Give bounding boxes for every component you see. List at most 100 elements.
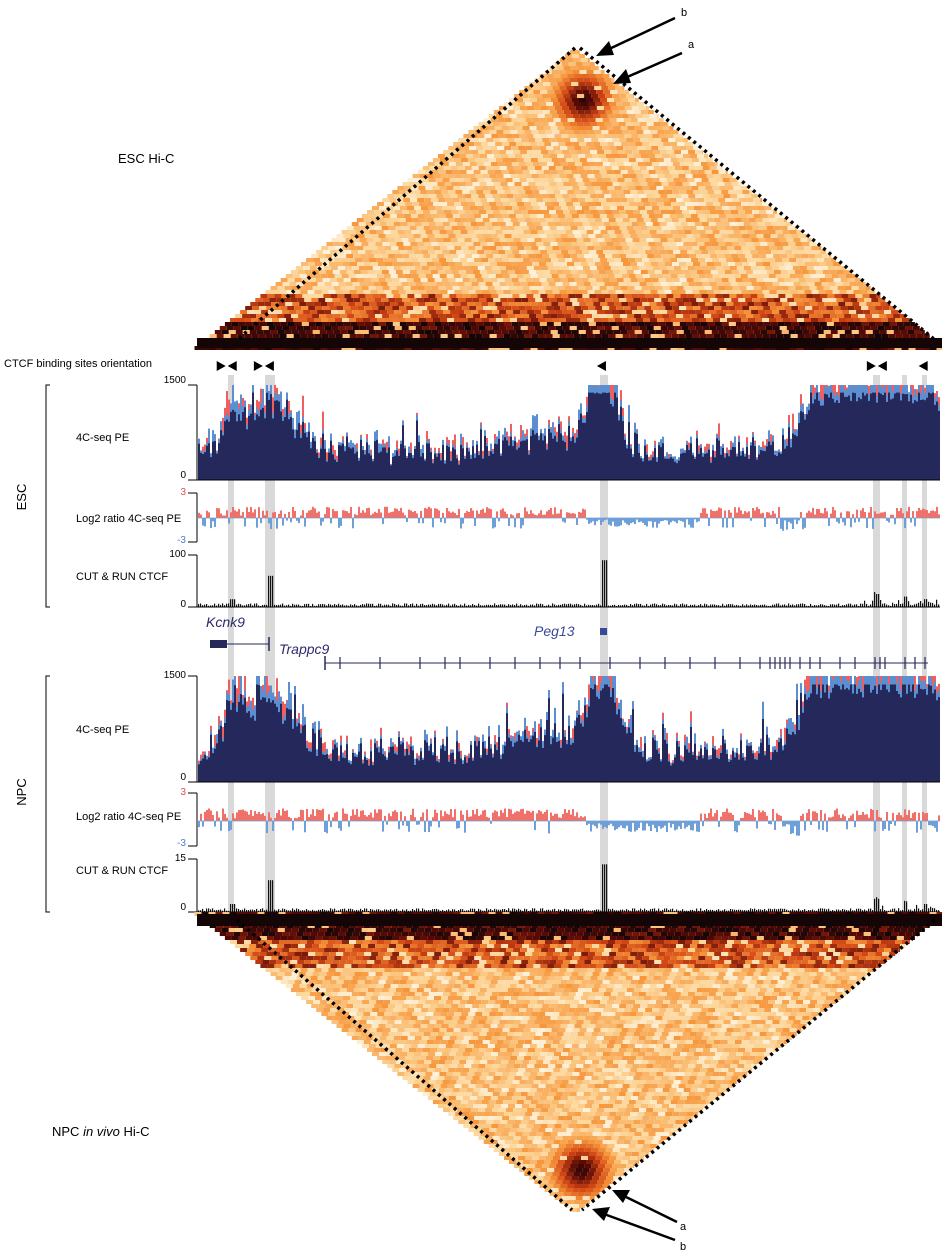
- hic-cell: [374, 298, 382, 302]
- hic-cell: [687, 294, 695, 298]
- hic-cell: [589, 294, 597, 298]
- hic-cell: [563, 138, 571, 142]
- hic-cell: [572, 158, 580, 162]
- hic-cell: [655, 154, 662, 158]
- hic-cell: [502, 258, 510, 262]
- hic-cell: [487, 198, 495, 202]
- hic-cell: [671, 174, 679, 178]
- hic-cell: [356, 318, 363, 322]
- hic-cell: [265, 334, 273, 338]
- track-bar-navy: [384, 447, 386, 480]
- hic-cell: [277, 286, 285, 290]
- hic-cell: [476, 162, 484, 166]
- hic-cell: [484, 222, 492, 226]
- track-bar-navy: [238, 414, 240, 480]
- hic-cell: [670, 158, 678, 162]
- hic-cell: [524, 318, 531, 322]
- hic-cell: [587, 174, 595, 178]
- hic-cell: [607, 186, 615, 190]
- hic-cell: [579, 258, 587, 262]
- hic-cell: [357, 262, 364, 266]
- hic-cell: [660, 238, 668, 242]
- hic-cell: [483, 234, 491, 238]
- hic-cell: [590, 122, 598, 126]
- hic-cell: [512, 206, 519, 210]
- hic-cell: [677, 258, 685, 262]
- hic-cell: [655, 330, 663, 334]
- hic-cell: [854, 278, 861, 282]
- hic-cell: [604, 238, 612, 242]
- hic-cell: [455, 190, 463, 194]
- hic-cell: [760, 214, 768, 218]
- hic-cell: [328, 334, 336, 338]
- hic-cell: [652, 134, 660, 138]
- hic-cell: [694, 178, 702, 182]
- hic-cell: [781, 330, 789, 334]
- hic-cell: [686, 190, 694, 194]
- hic-cell: [617, 178, 625, 182]
- hic-cell: [622, 86, 625, 90]
- hic-cell: [365, 250, 373, 254]
- hic-cell: [546, 278, 554, 282]
- hic-cell: [801, 254, 809, 258]
- hic-cell: [664, 290, 672, 294]
- hic-cell: [399, 234, 407, 238]
- hic-cell: [507, 138, 515, 142]
- hic-cell: [842, 326, 850, 330]
- hic-cell: [457, 326, 465, 330]
- hic-cell: [458, 226, 466, 230]
- hic-cell: [719, 302, 727, 306]
- hic-cell: [528, 182, 536, 186]
- hic-cell: [441, 234, 449, 238]
- hic-cell: [837, 286, 845, 290]
- hic-cell: [533, 206, 540, 210]
- hic-cell: [433, 290, 441, 294]
- hic-cell: [879, 314, 887, 318]
- hic-cell: [470, 294, 478, 298]
- hic-cell: [539, 278, 547, 282]
- hic-cell: [809, 286, 817, 290]
- hic-cell: [690, 286, 698, 290]
- hic-cell: [732, 286, 740, 290]
- hic-cell: [368, 314, 376, 318]
- hic-cell: [350, 278, 358, 282]
- hic-cell: [478, 282, 486, 286]
- hic-cell: [557, 242, 565, 246]
- hic-cell: [575, 106, 583, 110]
- hic-cell: [383, 274, 391, 278]
- track-bar-navy: [496, 444, 498, 480]
- hic-cell: [404, 258, 412, 262]
- hic-cell: [337, 294, 345, 298]
- hic-cell: [336, 234, 344, 238]
- hic-cell: [619, 270, 627, 274]
- hic-cell: [425, 302, 433, 306]
- hic-cell: [722, 206, 729, 210]
- hic-cell: [481, 158, 489, 162]
- hic-cell: [317, 310, 325, 314]
- hic-cell: [815, 270, 823, 274]
- hic-cell: [612, 182, 620, 186]
- hic-cell: [371, 322, 379, 326]
- hic-cell: [547, 250, 555, 254]
- hic-cell: [627, 170, 635, 174]
- hic-cell: [502, 142, 510, 146]
- hic-cell: [583, 122, 591, 126]
- hic-cell: [411, 230, 419, 234]
- hic-cell: [725, 170, 728, 174]
- hic-cell: [464, 326, 472, 330]
- hic-cell: [700, 234, 708, 238]
- hic-cell: [572, 302, 580, 306]
- hic-cell: [753, 286, 761, 290]
- track-bar-navy: [366, 442, 368, 480]
- track-bar-navy: [362, 450, 364, 480]
- hic-cell: [739, 214, 747, 218]
- hic-cell: [485, 282, 493, 286]
- hic-cell: [755, 290, 763, 294]
- hic-cell: [647, 110, 654, 114]
- hic-cell: [798, 234, 806, 238]
- hic-cell: [840, 306, 848, 310]
- hic-cell: [639, 310, 647, 314]
- hic-cell: [645, 178, 653, 182]
- hic-cell: [528, 138, 536, 142]
- hic-cell: [406, 234, 414, 238]
